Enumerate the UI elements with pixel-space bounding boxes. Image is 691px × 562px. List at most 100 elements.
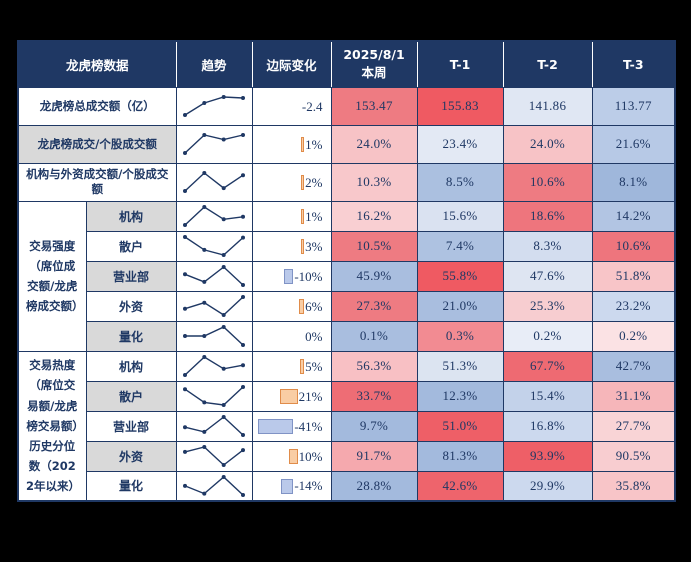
table-row: 营业部 -41% 9.7% 51.0% 16.8% 27.7% [18,410,676,442]
value-week-cell: 153.47 [330,86,418,126]
marginal-change-cell: 2% [251,162,332,202]
sub-label-cell: 量化 [85,320,177,352]
table-row: 营业部 -10% 45.9% 55.8% 47.6% 51.8% [18,260,676,292]
marginal-change-bar [279,389,298,404]
value-week-cell: 10.5% [330,230,418,262]
table-row: 散户 3% 10.5% 7.4% 8.3% 10.6% [18,230,676,262]
value-t1-cell: 51.3% [416,350,504,382]
dragon-tiger-table-container: 龙虎榜数据 趋势 边际变化 2025/8/1 本周 T-1 T-2 T-3 龙虎… [17,40,677,502]
marginal-change-cell: 21% [251,380,332,412]
marginal-change-value: -41% [294,418,323,434]
trend-sparkline [183,235,246,257]
sub-label-cell: 量化 [85,470,177,502]
sub-label-cell: 散户 [85,380,177,412]
value-t3-cell: 10.6% [591,230,676,262]
header-row: 龙虎榜数据 趋势 边际变化 2025/8/1 本周 T-1 T-2 T-3 [17,40,676,88]
trend-cell [175,200,253,232]
marginal-change-value: 3% [305,238,323,254]
marginal-change-value: -2.4 [301,98,323,114]
value-t1-cell: 21.0% [416,290,504,322]
trend-cell [175,440,253,472]
value-week-cell: 10.3% [330,162,418,202]
marginal-change-value: 10% [298,448,323,464]
group-label-cell: 交易热度（席位交易额/龙虎榜交易额）历史分位数（2022年以来） [17,350,87,502]
marginal-change-value: 1% [305,136,323,152]
marginal-change-bar [288,449,298,464]
trend-sparkline [183,355,246,377]
marginal-change-value: 0% [305,328,323,344]
marginal-change-cell: -41% [251,410,332,442]
value-t2-cell: 67.7% [502,350,593,382]
sub-label-cell: 外资 [85,440,177,472]
value-week-cell: 9.7% [330,410,418,442]
marginal-change-bar [301,175,305,190]
value-t1-cell: 8.5% [416,162,504,202]
trend-sparkline [183,474,246,497]
marginal-change-cell: -14% [251,470,332,502]
marginal-change-cell: -10% [251,260,332,292]
marginal-change-bar [281,478,294,494]
marginal-change-cell: 3% [251,230,332,262]
trend-cell [175,410,253,442]
value-t1-cell: 12.3% [416,380,504,412]
marginal-change-cell: 1% [251,200,332,232]
marginal-change-bar [258,419,294,434]
value-t2-cell: 18.6% [502,200,593,232]
value-t3-cell: 23.2% [591,290,676,322]
marginal-change-cell: 6% [251,290,332,322]
value-week-cell: 45.9% [330,260,418,292]
marginal-change-cell: 10% [251,440,332,472]
value-week-cell: 0.1% [330,320,418,352]
trend-sparkline [183,133,246,155]
group-label-cell: 交易强度（席位成交额/龙虎榜成交额） [17,200,87,352]
value-t2-cell: 25.3% [502,290,593,322]
marginal-change-value: -10% [294,268,323,284]
table-row: 龙虎榜总成交额（亿） -2.4 153.47 155.83 141.86 113.77 [17,86,676,126]
trend-sparkline [183,265,246,287]
value-t1-cell: 23.4% [416,124,504,164]
dragon-tiger-data-table: 龙虎榜数据 趋势 边际变化 2025/8/1 本周 T-1 T-2 T-3 龙虎… [17,40,677,502]
marginal-change-value: 21% [298,388,323,404]
row-label-cell: 机构与外资成交额/个股成交额 [17,162,177,202]
value-week-cell: 33.7% [330,380,418,412]
value-t2-cell: 47.6% [502,260,593,292]
sub-label-cell: 机构 [85,350,177,382]
value-t2-cell: 0.2% [502,320,593,352]
marginal-change-value: 2% [305,174,323,190]
marginal-change-bar [284,269,294,284]
trend-cell [175,86,253,126]
table-row: 量化 -14% 28.8% 42.6% 29.9% 35.8% [18,470,676,502]
header-t1: T-1 [416,40,504,88]
value-week-cell: 16.2% [330,200,418,232]
row-label-cell: 龙虎榜成交/个股成交额 [17,124,177,164]
value-t3-cell: 21.6% [591,124,676,164]
sub-label-cell: 外资 [85,290,177,322]
marginal-change-bar [301,137,305,152]
value-t2-cell: 10.6% [502,162,593,202]
trend-sparkline [183,415,246,437]
table-row: 外资 6% 27.3% 21.0% 25.3% 23.2% [18,290,676,322]
trend-sparkline [183,445,246,467]
header-week-label: 本周 [361,65,387,81]
header-t3: T-3 [591,40,676,88]
value-t3-cell: 51.8% [591,260,676,292]
marginal-change-bar [301,239,305,254]
value-t3-cell: 113.77 [591,86,676,126]
header-marginal-change: 边际变化 [251,40,332,88]
value-week-cell: 27.3% [330,290,418,322]
trend-sparkline [183,171,246,193]
marginal-change-value: -14% [294,478,323,494]
trend-cell [175,380,253,412]
row-label-cell: 龙虎榜总成交额（亿） [17,86,177,126]
sub-label-cell: 营业部 [85,260,177,292]
value-t2-cell: 16.8% [502,410,593,442]
marginal-change-cell: 5% [251,350,332,382]
sub-label-cell: 机构 [85,200,177,232]
value-t3-cell: 90.5% [591,440,676,472]
sub-label-cell: 营业部 [85,410,177,442]
value-t2-cell: 29.9% [502,470,593,502]
trend-sparkline [183,95,246,117]
trend-cell [175,260,253,292]
marginal-change-cell: 1% [251,124,332,164]
